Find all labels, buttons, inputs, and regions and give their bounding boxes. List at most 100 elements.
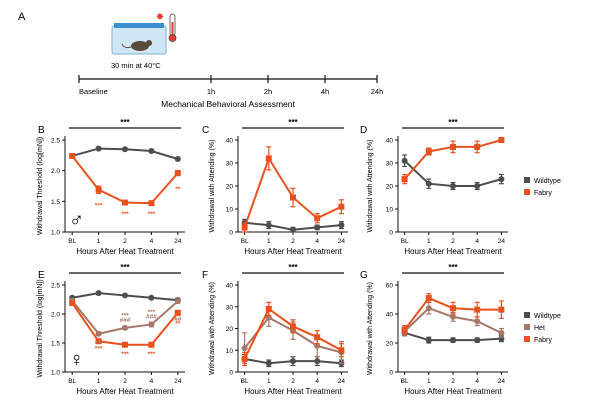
x-axis-label: Hours After Heat Treatment <box>76 247 174 256</box>
data-point <box>241 355 248 362</box>
panel-a: A ✸ Baseline 1h 2h 4h 24h 30 min at 40°C Mec… <box>18 11 383 109</box>
significance-annotation: ### <box>120 317 131 324</box>
data-point <box>174 309 181 316</box>
data-point <box>314 342 321 349</box>
x-tick-label: 4 <box>315 378 319 385</box>
y-tick-label: 40 <box>226 138 234 145</box>
y-tick-label: 2.0 <box>51 312 60 319</box>
data-point <box>148 321 155 328</box>
significance-annotation: *** <box>121 351 129 358</box>
y-tick-label: 0 <box>229 230 233 237</box>
significance-annotation: *** <box>95 340 103 347</box>
data-point <box>425 180 432 187</box>
x-tick-label: 4 <box>475 238 479 245</box>
series-fabry <box>401 137 505 185</box>
y-tick-label: 60 <box>386 283 394 290</box>
data-point <box>122 146 128 153</box>
timeline-tick-label: 2h <box>264 87 272 96</box>
data-point <box>174 298 181 305</box>
y-axis-label: Withdrawal with Attending (%) <box>209 282 216 375</box>
timeline-ticks: Baseline 1h 2h 4h 24h <box>78 75 383 96</box>
x-tick-label: BL <box>401 238 409 245</box>
data-point <box>290 358 296 365</box>
data-point <box>401 176 408 183</box>
x-tick-label: 24 <box>498 238 506 245</box>
significance-annotation: ** <box>175 186 181 193</box>
data-point <box>450 337 456 344</box>
x-tick-label: 1 <box>267 378 271 385</box>
heat-star-icon: ✸ <box>156 12 164 23</box>
data-point <box>148 341 155 348</box>
data-point <box>241 224 248 231</box>
x-tick-label: 24 <box>174 378 182 385</box>
y-tick-label: 40 <box>386 138 394 145</box>
significance-annotation: ** <box>175 321 181 328</box>
data-point <box>474 183 481 189</box>
y-tick-label: 1.5 <box>51 341 60 348</box>
data-point <box>425 295 432 302</box>
panel-label: D <box>360 125 367 136</box>
data-point <box>95 330 102 337</box>
y-tick-label: 1.0 <box>51 370 60 377</box>
y-tick-label: 2.0 <box>51 168 60 175</box>
x-axis-label: Hours After Heat Treatment <box>404 247 502 256</box>
x-tick-label: BL <box>68 378 76 385</box>
y-tick-label: 1.5 <box>51 199 60 206</box>
data-point <box>69 152 76 159</box>
data-point <box>265 222 272 229</box>
y-tick-label: 0 <box>229 370 233 377</box>
y-tick-label: 2.5 <box>51 283 60 290</box>
data-point <box>290 226 296 233</box>
y-tick-label: 2.5 <box>51 138 60 145</box>
data-point <box>498 176 505 183</box>
sex-symbol-icon: ♂ <box>69 209 84 231</box>
data-point <box>265 360 272 367</box>
significance-annotation: ## <box>174 316 182 323</box>
x-tick-label: BL <box>241 378 249 385</box>
data-point <box>401 157 408 164</box>
data-point <box>122 199 128 206</box>
y-tick-label: 1.0 <box>51 230 60 237</box>
panel-label: B <box>38 125 45 136</box>
y-tick-label: 30 <box>226 304 234 311</box>
data-point <box>122 324 128 331</box>
x-tick-label: 2 <box>123 238 127 245</box>
data-point <box>450 313 456 320</box>
y-tick-label: 0 <box>389 230 393 237</box>
y-tick-label: 20 <box>226 326 234 333</box>
series-fabry <box>69 152 181 207</box>
data-point <box>401 326 408 333</box>
significance-annotation: *** <box>95 346 103 353</box>
series-het <box>241 308 345 364</box>
series-wildtype <box>241 354 345 368</box>
data-point <box>474 306 481 313</box>
significance-annotation: *** <box>121 312 129 319</box>
legend-label: Fabry <box>534 337 552 344</box>
series-wildtype <box>69 145 181 163</box>
data-point <box>122 341 128 348</box>
timeline-tick-label: Baseline <box>79 87 108 96</box>
legend-label: Fabry <box>534 190 552 197</box>
data-point <box>95 186 102 193</box>
x-tick-label: 1 <box>97 238 101 245</box>
timeline-title: Mechanical Behavioral Assessment <box>161 99 295 109</box>
timeline-tick-label: 1h <box>207 87 215 96</box>
legend-label: Wildtype <box>534 313 561 320</box>
data-point <box>265 314 272 321</box>
data-point <box>290 323 296 330</box>
data-point <box>474 318 481 325</box>
data-point <box>95 145 102 152</box>
series-wildtype <box>401 154 505 191</box>
y-tick-label: 40 <box>226 283 234 290</box>
condition-label: 30 min at 40°C <box>111 61 161 70</box>
legend-label: Het <box>534 325 545 332</box>
y-tick-label: 30 <box>386 161 394 168</box>
x-tick-label: 1 <box>427 378 431 385</box>
y-tick-label: 40 <box>386 312 394 319</box>
data-point <box>338 203 345 210</box>
overall-significance: *** <box>120 118 130 127</box>
